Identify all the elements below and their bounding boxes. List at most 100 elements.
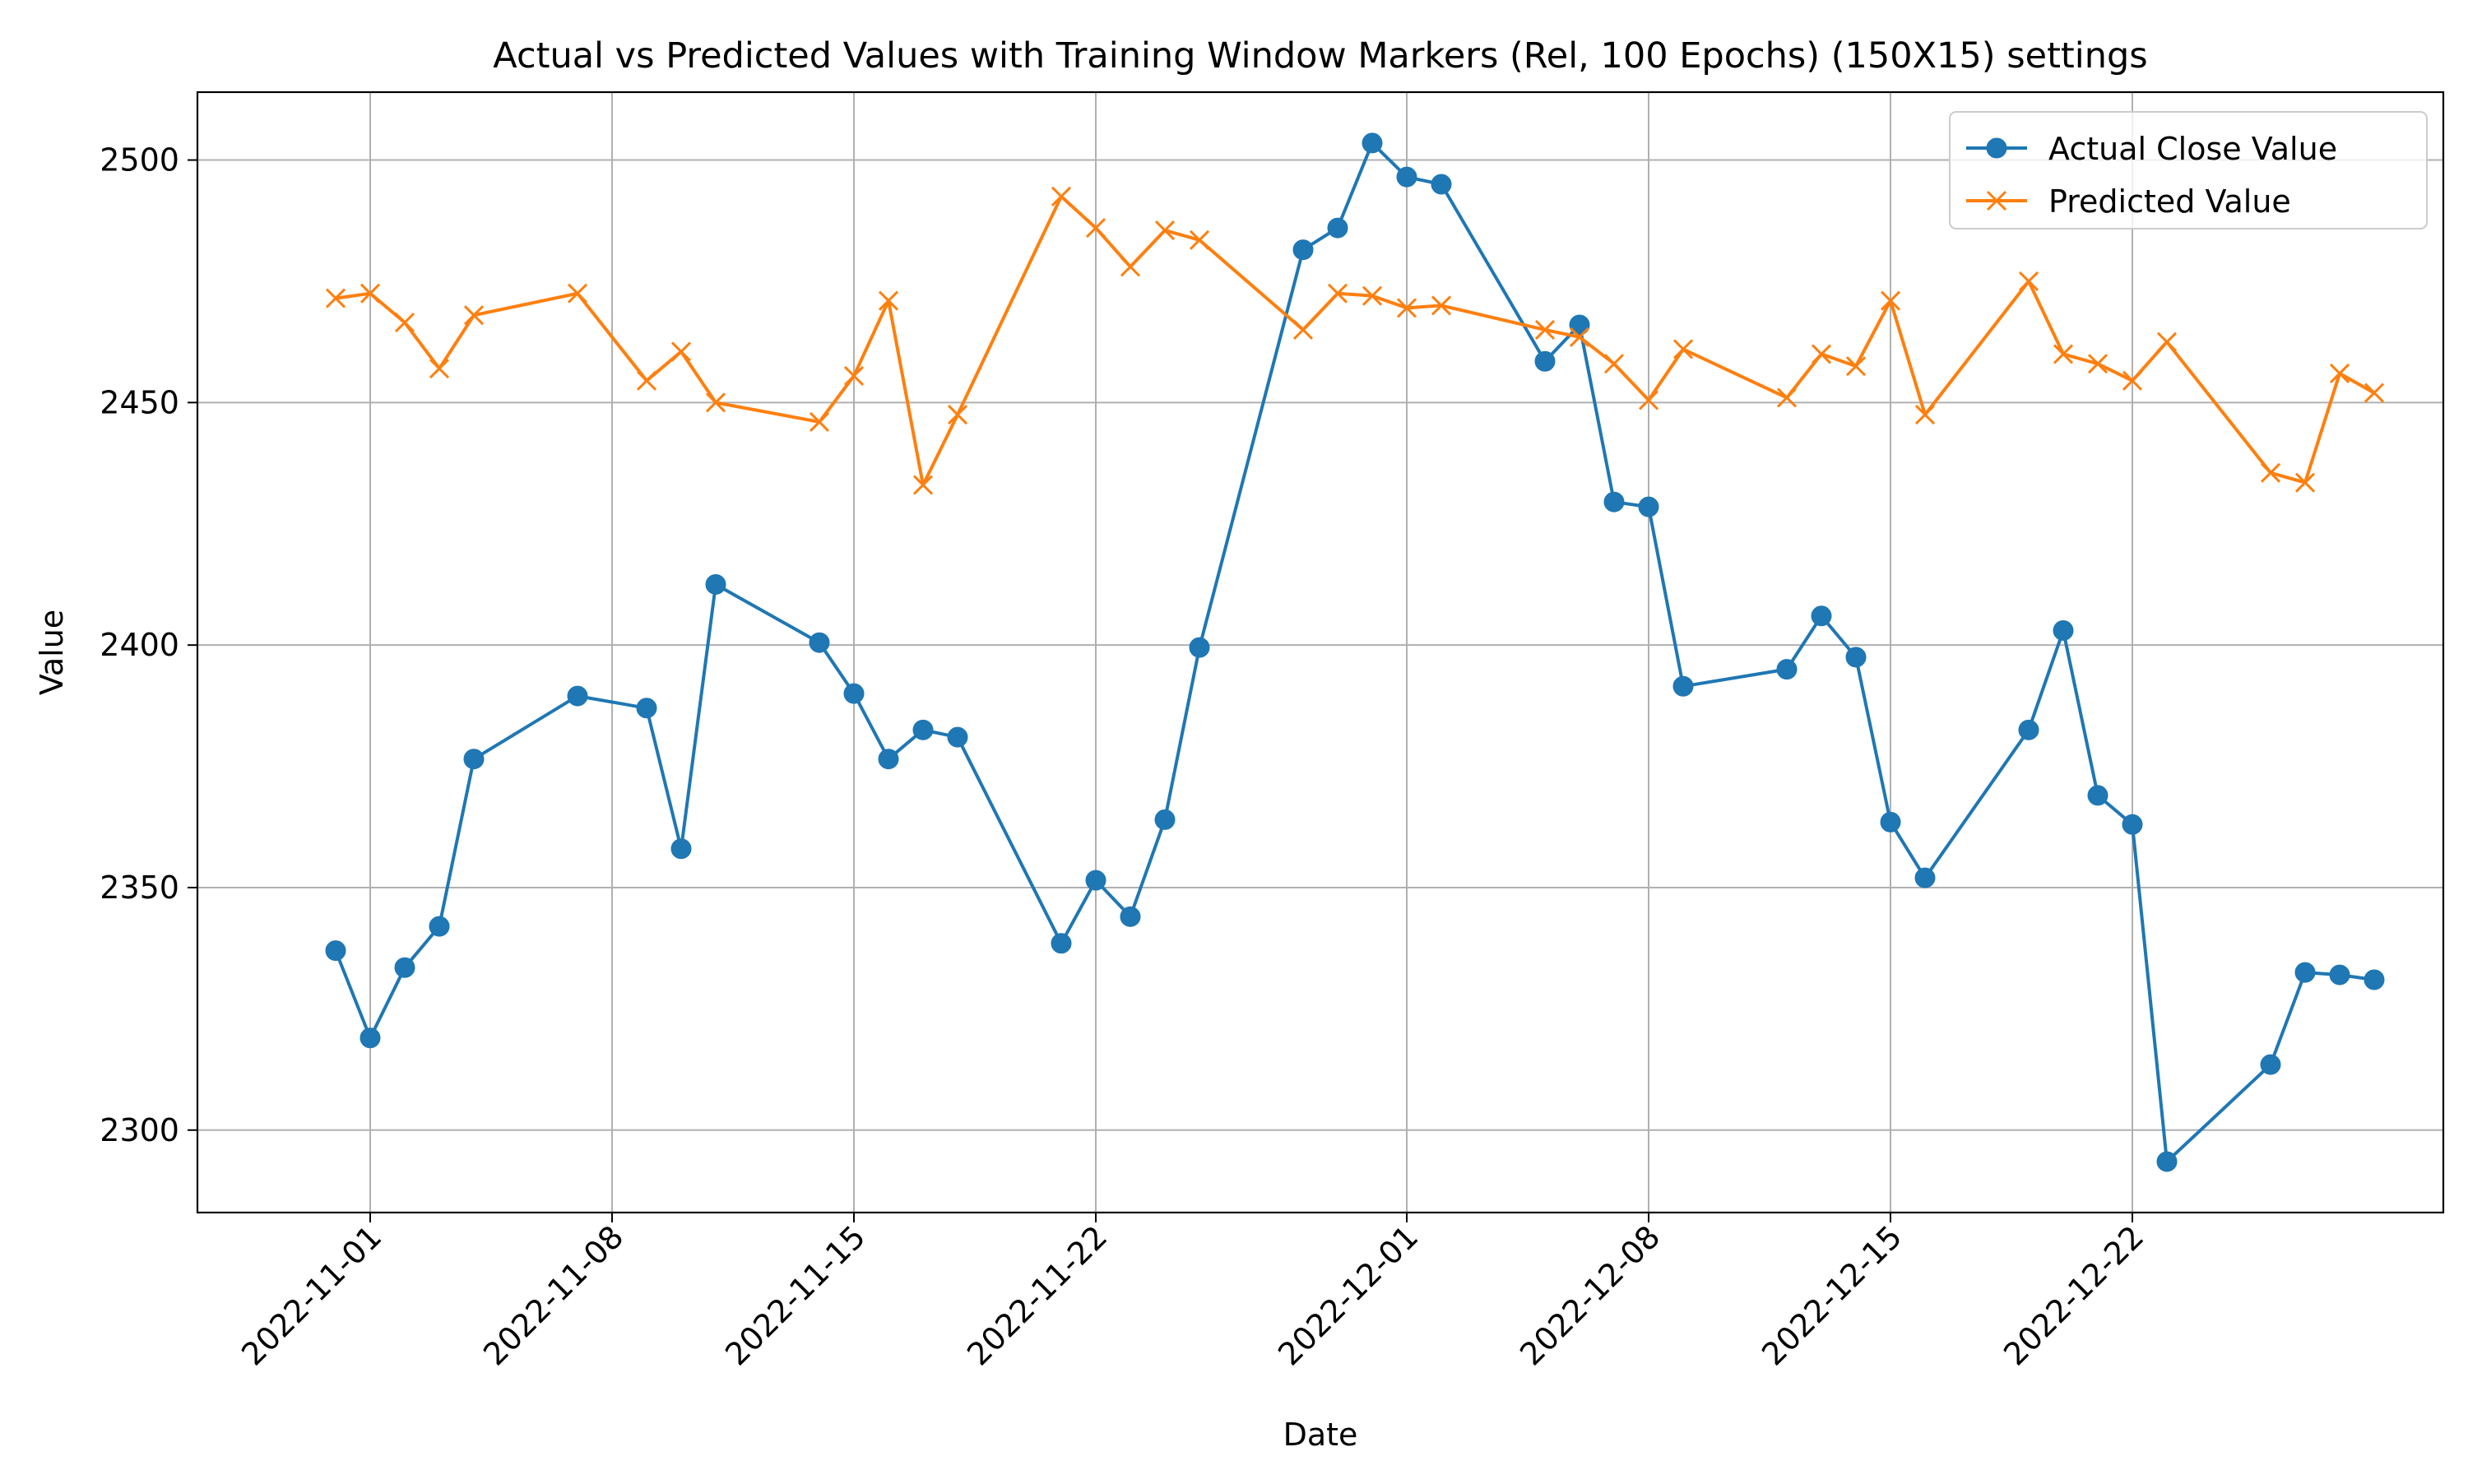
data-point xyxy=(1362,285,1383,306)
data-point xyxy=(2156,332,2178,352)
data-point xyxy=(1776,387,1798,408)
data-point xyxy=(1396,166,1417,188)
data-point xyxy=(2329,363,2350,384)
data-point xyxy=(2329,964,2350,985)
data-point xyxy=(429,916,450,937)
data-point xyxy=(1672,339,1694,359)
data-point xyxy=(878,290,899,311)
series-predicted-value xyxy=(325,186,2385,495)
data-point xyxy=(809,632,830,653)
data-point xyxy=(705,573,726,595)
data-point xyxy=(1811,605,1832,627)
y-tick-label: 2450 xyxy=(100,384,179,420)
data-point xyxy=(670,341,692,362)
data-point xyxy=(2294,472,2316,493)
data-point xyxy=(394,957,415,978)
data-point xyxy=(1986,190,2007,211)
data-point xyxy=(1534,319,1556,340)
data-point xyxy=(1120,906,1141,927)
data-point xyxy=(2364,383,2385,403)
data-point xyxy=(636,370,657,391)
data-point xyxy=(325,940,346,962)
data-point xyxy=(1569,314,1590,336)
data-point xyxy=(670,838,692,860)
data-point xyxy=(2122,814,2143,835)
data-point xyxy=(1569,327,1590,347)
data-point xyxy=(463,305,485,326)
data-point xyxy=(1603,491,1625,512)
data-point xyxy=(2087,354,2108,374)
chart-title: Actual vs Predicted Values with Training… xyxy=(493,35,2147,77)
data-point xyxy=(325,288,346,308)
data-point xyxy=(1845,647,1867,668)
legend-label: Actual Close Value xyxy=(2048,131,2337,167)
data-point xyxy=(947,726,968,748)
data-point xyxy=(1880,811,1901,832)
y-tick-label: 2400 xyxy=(100,627,179,663)
data-point xyxy=(912,719,934,740)
data-point xyxy=(1396,298,1417,318)
data-point xyxy=(809,411,830,432)
data-point xyxy=(360,1027,381,1049)
data-point xyxy=(912,475,934,495)
data-point xyxy=(636,698,657,719)
legend: Actual Close Value Predicted Value xyxy=(1949,111,2428,230)
data-point xyxy=(360,283,381,304)
data-point xyxy=(394,313,415,333)
data-point xyxy=(567,685,588,707)
data-point xyxy=(429,359,450,379)
data-point xyxy=(2053,344,2074,364)
gridlines xyxy=(197,92,2443,1213)
data-point xyxy=(1638,390,1659,410)
data-point xyxy=(1085,218,1106,239)
data-point xyxy=(1672,675,1694,697)
data-point xyxy=(2364,969,2385,990)
data-point xyxy=(705,392,726,413)
data-point xyxy=(1880,290,1901,311)
data-point xyxy=(2053,619,2074,641)
data-point xyxy=(1603,354,1625,374)
data-point xyxy=(1431,295,1452,316)
data-point xyxy=(463,749,485,770)
series-layer xyxy=(325,132,2385,1172)
data-point xyxy=(1085,870,1106,891)
y-tick-label: 2300 xyxy=(100,1112,179,1148)
data-point xyxy=(1292,239,1314,261)
data-point xyxy=(1431,174,1452,195)
data-point xyxy=(2122,370,2143,391)
data-point xyxy=(1811,344,1832,364)
plot-frame xyxy=(196,90,2445,1214)
data-point xyxy=(843,683,865,704)
data-point xyxy=(1120,257,1141,277)
y-tick-label: 2500 xyxy=(100,142,179,179)
data-point xyxy=(2260,1054,2281,1075)
data-point xyxy=(878,749,899,770)
data-point xyxy=(2018,271,2039,292)
data-point xyxy=(1534,350,1556,372)
data-point xyxy=(2087,785,2108,806)
data-point xyxy=(1292,319,1314,340)
data-point xyxy=(1638,496,1659,517)
data-point xyxy=(2156,1151,2178,1172)
data-point xyxy=(1189,230,1210,250)
data-point xyxy=(1051,186,1072,206)
data-point xyxy=(1914,867,1936,888)
data-point xyxy=(1327,217,1348,239)
data-point xyxy=(2294,962,2316,983)
data-point xyxy=(2260,462,2281,483)
data-point xyxy=(1986,137,2007,159)
data-point xyxy=(1362,132,1383,154)
data-point xyxy=(1776,659,1798,680)
legend-box xyxy=(1949,111,2428,230)
data-point xyxy=(1154,809,1176,830)
y-axis-label: Value xyxy=(34,610,70,695)
data-point xyxy=(1845,356,1867,377)
data-point xyxy=(567,283,588,304)
series-actual-close-value xyxy=(325,132,2385,1172)
data-point xyxy=(843,365,865,386)
data-point xyxy=(1327,283,1348,304)
x-axis-label: Date xyxy=(1283,1417,1358,1453)
